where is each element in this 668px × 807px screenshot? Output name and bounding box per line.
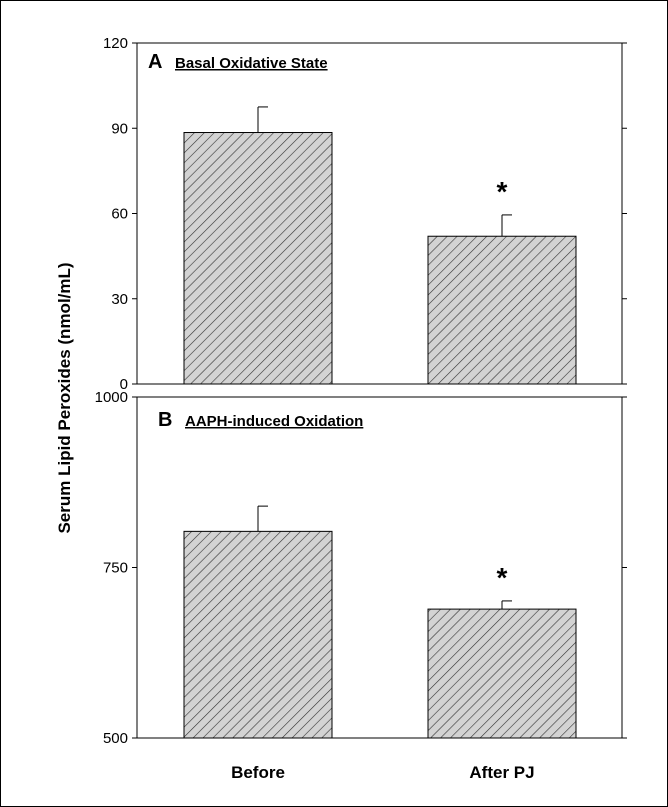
panel-a-ytick-label: 30 [111, 291, 128, 308]
panel-a-y-axis: 0 30 60 90 120 [103, 35, 627, 393]
panel-a-significance-marker: * [497, 176, 508, 207]
panel-a-letter: A [148, 51, 162, 73]
panel-a-ytick-label: 120 [103, 35, 128, 52]
panel-b: 500 750 1000 * B AAPH-induced Oxidation [95, 389, 627, 747]
category-label-after-pj: After PJ [469, 763, 534, 782]
panel-b-y-axis: 500 750 1000 [95, 389, 627, 747]
panel-b-bar-after-pj [427, 608, 577, 739]
panel-a-title: Basal Oxidative State [175, 55, 328, 72]
panel-b-ytick-label: 750 [103, 560, 128, 577]
panel-b-letter: B [158, 409, 172, 431]
panel-a-ytick-label: 0 [120, 376, 128, 393]
panel-a-ytick-label: 60 [111, 206, 128, 223]
panel-b-ytick-label: 1000 [95, 389, 128, 406]
panel-a-ytick-label: 90 [111, 120, 128, 137]
panel-b-significance-marker: * [497, 562, 508, 593]
y-axis-label: Serum Lipid Peroxides (nmol/mL) [55, 262, 74, 533]
panel-a-bars: * [183, 106, 577, 385]
panel-b-title: AAPH-induced Oxidation [185, 413, 363, 430]
panel-b-bars: * [183, 505, 577, 739]
panel-b-ytick-label: 500 [103, 730, 128, 747]
panel-a-bar-after-pj [427, 235, 577, 385]
category-label-before: Before [231, 763, 285, 782]
panel-a-bar-before [183, 132, 333, 385]
panel-a: 0 30 60 90 120 * A Basal Oxidative State [103, 35, 627, 393]
panel-b-bar-before [183, 530, 333, 739]
